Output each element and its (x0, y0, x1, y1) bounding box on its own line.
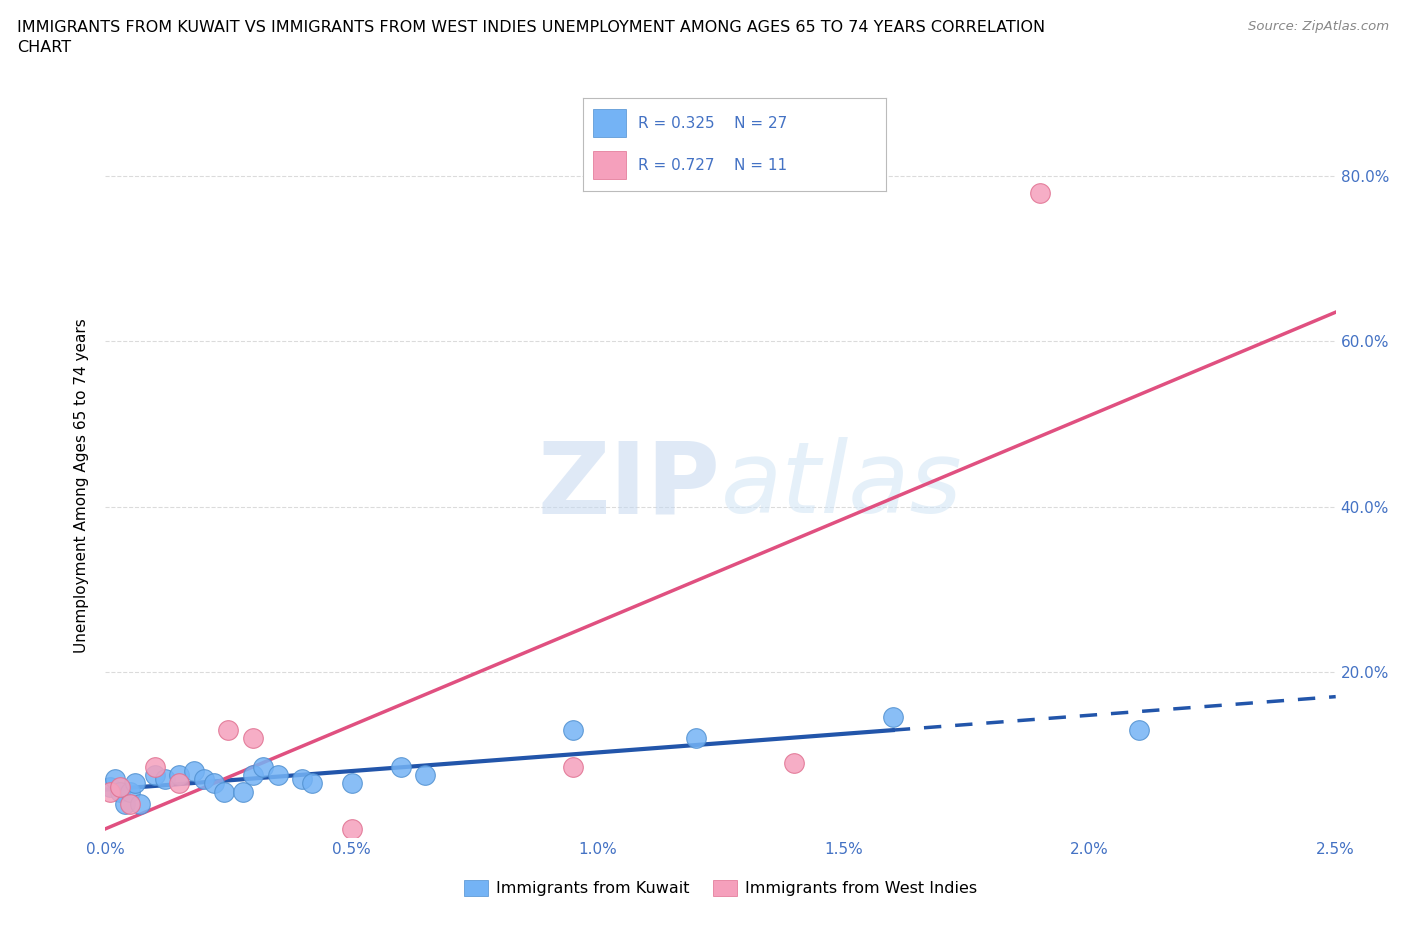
Point (242, 730, 264, 745)
Point (143, 759, 166, 774)
Point (98, 780, 122, 795)
Point (98, 784, 122, 799)
Text: R = 0.727    N = 11: R = 0.727 N = 11 (638, 157, 787, 173)
Point (202, 776, 225, 790)
Point (1029, 185, 1052, 200)
Legend: Immigrants from Kuwait, Immigrants from West Indies: Immigrants from Kuwait, Immigrants from … (457, 873, 984, 903)
Point (232, 784, 254, 799)
Point (562, 723, 585, 737)
Point (1128, 723, 1150, 737)
Point (415, 767, 437, 782)
Point (169, 767, 191, 782)
FancyBboxPatch shape (592, 152, 626, 179)
Point (124, 776, 146, 790)
Point (685, 730, 707, 745)
FancyBboxPatch shape (592, 110, 626, 137)
Point (120, 784, 141, 799)
Point (183, 764, 205, 778)
Point (340, 821, 363, 836)
Point (267, 767, 290, 782)
Point (340, 776, 363, 790)
Point (114, 796, 136, 811)
Point (110, 780, 132, 795)
Point (193, 772, 215, 787)
Text: R = 0.325    N = 27: R = 0.325 N = 27 (638, 115, 787, 131)
Point (242, 767, 264, 782)
Point (212, 784, 235, 799)
Point (104, 772, 127, 787)
Point (389, 759, 412, 774)
Point (562, 759, 585, 774)
Y-axis label: Unemployment Among Ages 65 to 74 years: Unemployment Among Ages 65 to 74 years (75, 319, 90, 653)
Text: CHART: CHART (17, 40, 70, 55)
Text: IMMIGRANTS FROM KUWAIT VS IMMIGRANTS FROM WEST INDIES UNEMPLOYMENT AMONG AGES 65: IMMIGRANTS FROM KUWAIT VS IMMIGRANTS FRO… (17, 20, 1045, 35)
Point (301, 776, 323, 790)
Point (110, 784, 132, 799)
Point (153, 772, 176, 787)
Text: ZIP: ZIP (537, 437, 721, 535)
Point (291, 772, 314, 787)
Point (252, 759, 274, 774)
Point (783, 755, 806, 770)
Point (218, 723, 240, 737)
Point (882, 710, 904, 724)
Point (169, 776, 191, 790)
Point (120, 796, 141, 811)
Text: atlas: atlas (721, 437, 962, 535)
Point (129, 796, 152, 811)
Text: Source: ZipAtlas.com: Source: ZipAtlas.com (1249, 20, 1389, 33)
Point (143, 767, 166, 782)
